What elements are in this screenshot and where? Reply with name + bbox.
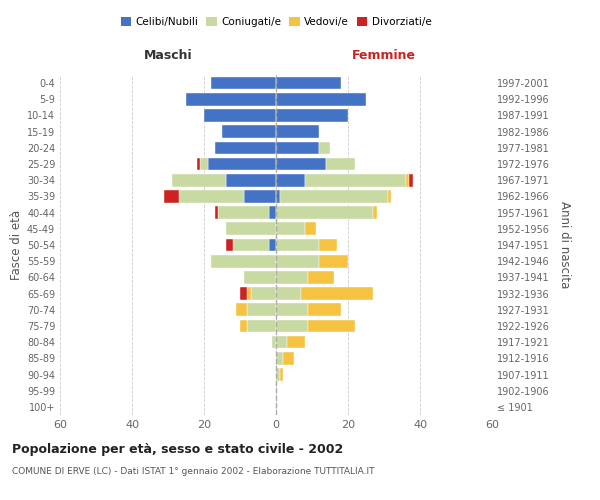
Bar — [218, 206, 269, 219]
Bar — [308, 271, 334, 283]
Bar — [226, 238, 233, 252]
Bar — [308, 320, 355, 332]
Bar — [301, 288, 373, 300]
Bar — [406, 174, 409, 186]
Y-axis label: Fasce di età: Fasce di età — [10, 210, 23, 280]
Bar — [319, 142, 330, 154]
Bar — [179, 190, 244, 202]
Bar — [280, 368, 283, 381]
Bar — [164, 190, 179, 202]
Bar — [276, 304, 308, 316]
Bar — [240, 320, 247, 332]
Bar — [200, 158, 208, 170]
Bar — [276, 142, 319, 154]
Bar — [305, 222, 316, 235]
Bar — [276, 126, 319, 138]
Bar — [244, 190, 276, 202]
Bar — [222, 126, 276, 138]
Bar — [409, 174, 413, 186]
Bar — [236, 304, 247, 316]
Bar — [208, 158, 276, 170]
Bar — [247, 304, 276, 316]
Bar — [269, 206, 276, 219]
Text: Maschi: Maschi — [143, 49, 193, 62]
Text: COMUNE DI ERVE (LC) - Dati ISTAT 1° gennaio 2002 - Elaborazione TUTTITALIA.IT: COMUNE DI ERVE (LC) - Dati ISTAT 1° genn… — [12, 468, 374, 476]
Bar — [276, 368, 280, 381]
Bar — [215, 206, 218, 219]
Bar — [244, 271, 276, 283]
Bar — [186, 93, 276, 106]
Bar — [276, 222, 305, 235]
Bar — [269, 238, 276, 252]
Bar — [276, 206, 373, 219]
Bar — [373, 206, 377, 219]
Legend: Celibi/Nubili, Coniugati/e, Vedovi/e, Divorziati/e: Celibi/Nubili, Coniugati/e, Vedovi/e, Di… — [116, 12, 436, 31]
Bar — [276, 174, 305, 186]
Text: Popolazione per età, sesso e stato civile - 2002: Popolazione per età, sesso e stato civil… — [12, 442, 343, 456]
Bar — [276, 336, 287, 348]
Bar — [226, 222, 276, 235]
Bar — [276, 288, 301, 300]
Bar — [326, 158, 355, 170]
Bar — [319, 255, 348, 268]
Bar — [211, 77, 276, 90]
Bar — [287, 336, 305, 348]
Bar — [251, 288, 276, 300]
Bar — [276, 158, 326, 170]
Bar — [204, 109, 276, 122]
Bar — [276, 190, 280, 202]
Bar — [276, 255, 319, 268]
Bar — [308, 304, 341, 316]
Bar — [247, 320, 276, 332]
Bar — [211, 255, 276, 268]
Bar — [280, 190, 388, 202]
Bar — [276, 320, 308, 332]
Bar — [215, 142, 276, 154]
Bar — [388, 190, 391, 202]
Bar — [276, 77, 341, 90]
Text: Femmine: Femmine — [352, 49, 416, 62]
Bar — [283, 352, 294, 364]
Bar — [276, 238, 319, 252]
Y-axis label: Anni di nascita: Anni di nascita — [558, 202, 571, 288]
Bar — [276, 93, 366, 106]
Bar — [172, 174, 226, 186]
Bar — [247, 288, 251, 300]
Bar — [272, 336, 276, 348]
Bar — [276, 271, 308, 283]
Bar — [319, 238, 337, 252]
Bar — [240, 288, 247, 300]
Bar — [276, 352, 283, 364]
Bar — [197, 158, 200, 170]
Bar — [305, 174, 406, 186]
Bar — [226, 174, 276, 186]
Bar — [233, 238, 269, 252]
Bar — [276, 109, 348, 122]
